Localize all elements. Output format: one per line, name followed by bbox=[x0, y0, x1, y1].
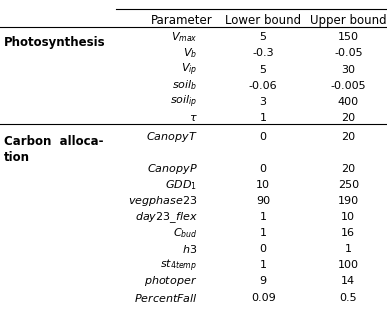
Text: -0.05: -0.05 bbox=[334, 49, 363, 58]
Text: 0: 0 bbox=[260, 164, 267, 174]
Text: 1: 1 bbox=[260, 212, 267, 222]
Text: $CanopyT$: $CanopyT$ bbox=[146, 130, 197, 144]
Text: 100: 100 bbox=[338, 260, 359, 270]
Text: 150: 150 bbox=[338, 32, 359, 42]
Text: 0: 0 bbox=[260, 132, 267, 142]
Text: $V_{max}$: $V_{max}$ bbox=[171, 31, 197, 44]
Text: 90: 90 bbox=[256, 196, 270, 206]
Text: 0.09: 0.09 bbox=[251, 293, 276, 303]
Text: $day23\_flex$: $day23\_flex$ bbox=[135, 210, 197, 225]
Text: 1: 1 bbox=[260, 228, 267, 238]
Text: 20: 20 bbox=[341, 132, 355, 142]
Text: 30: 30 bbox=[341, 65, 355, 74]
Text: -0.3: -0.3 bbox=[252, 49, 274, 58]
Text: 16: 16 bbox=[341, 228, 355, 238]
Text: -0.06: -0.06 bbox=[249, 81, 277, 91]
Text: 190: 190 bbox=[338, 196, 359, 206]
Text: 9: 9 bbox=[260, 277, 267, 286]
Text: 1: 1 bbox=[345, 244, 352, 254]
Text: 10: 10 bbox=[256, 180, 270, 190]
Text: Upper bound: Upper bound bbox=[310, 14, 387, 27]
Text: $C_{bud}$: $C_{bud}$ bbox=[173, 226, 197, 240]
Text: $V_b$: $V_b$ bbox=[183, 47, 197, 60]
Text: $soil_b$: $soil_b$ bbox=[172, 79, 197, 92]
Text: -0.005: -0.005 bbox=[330, 81, 366, 91]
Text: 400: 400 bbox=[338, 97, 359, 107]
Text: Lower bound: Lower bound bbox=[225, 14, 301, 27]
Text: Parameter: Parameter bbox=[151, 14, 213, 27]
Text: 1: 1 bbox=[260, 113, 267, 123]
Text: $soil_{ip}$: $soil_{ip}$ bbox=[170, 93, 197, 110]
Text: 250: 250 bbox=[338, 180, 359, 190]
Text: $CanopyP$: $CanopyP$ bbox=[147, 162, 197, 176]
Text: 14: 14 bbox=[341, 277, 355, 286]
Text: $photoper$: $photoper$ bbox=[144, 274, 197, 289]
Text: 5: 5 bbox=[260, 65, 267, 74]
Text: $\tau$: $\tau$ bbox=[188, 113, 197, 123]
Text: $h3$: $h3$ bbox=[182, 243, 197, 255]
Text: Photosynthesis: Photosynthesis bbox=[4, 36, 106, 49]
Text: $vegphase23$: $vegphase23$ bbox=[128, 194, 197, 208]
Text: 20: 20 bbox=[341, 164, 355, 174]
Text: $GDD_1$: $GDD_1$ bbox=[165, 178, 197, 192]
Text: 10: 10 bbox=[341, 212, 355, 222]
Text: 3: 3 bbox=[260, 97, 267, 107]
Text: 0: 0 bbox=[260, 244, 267, 254]
Text: Carbon  alloca-
tion: Carbon alloca- tion bbox=[4, 135, 103, 164]
Text: 1: 1 bbox=[260, 260, 267, 270]
Text: $V_{ip}$: $V_{ip}$ bbox=[181, 61, 197, 78]
Text: 5: 5 bbox=[260, 32, 267, 42]
Text: 20: 20 bbox=[341, 113, 355, 123]
Text: 0.5: 0.5 bbox=[339, 293, 357, 303]
Text: $OutMax$: $OutMax$ bbox=[152, 308, 197, 309]
Text: $PercentFall$: $PercentFall$ bbox=[134, 292, 197, 303]
Text: $st_{4temp}$: $st_{4temp}$ bbox=[160, 257, 197, 274]
